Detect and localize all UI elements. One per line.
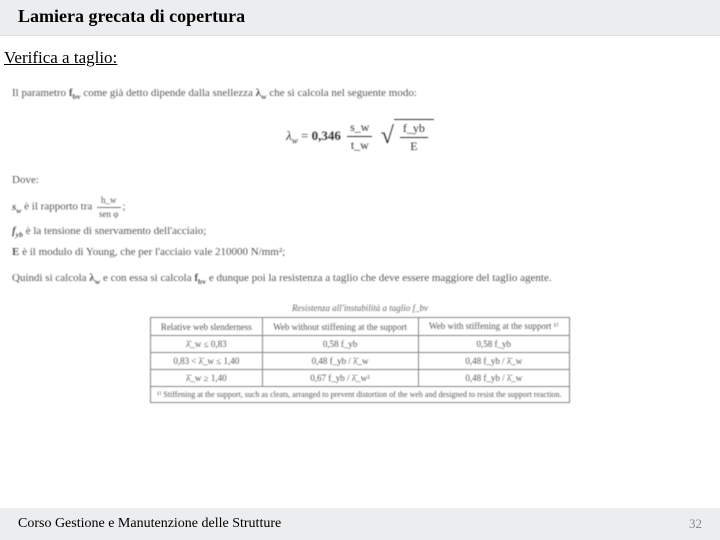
formula-lambda-w: λw = 0,346 s_w t_w √ f_yb E [12, 119, 708, 155]
course-name: Corso Gestione e Manutenzione delle Stru… [18, 516, 281, 532]
hw-den: sen φ [97, 208, 120, 221]
table-row: λ̄_w ≥ 1,40 0,67 f_yb / λ̄_w² 0,48 f_yb … [151, 370, 570, 387]
cell: 0,48 f_yb / λ̄_w [262, 353, 418, 370]
frac-den: t_w [347, 137, 372, 154]
def-sw: sw è il rapporto tra h_w sen φ ; [12, 194, 708, 220]
frac-num: s_w [347, 119, 372, 137]
cell: 0,48 f_yb / λ̄_w [418, 353, 569, 370]
th-no-stiff: Web without stiffening at the support [262, 318, 418, 336]
sqrt-num: f_yb [400, 120, 428, 138]
intro-line: Il parametro fbv come già detto dipende … [12, 86, 708, 103]
cell: 0,83 < λ̄_w ≤ 1,40 [151, 353, 263, 370]
dove-label: Dove: [12, 173, 708, 188]
section-subtitle: Verifica a taglio: [4, 48, 716, 68]
footer-bar: Corso Gestione e Manutenzione delle Stru… [0, 508, 720, 540]
def-fyb: fyb è la tensione di snervamento dell'ac… [12, 224, 708, 241]
sqrt-den: E [400, 138, 428, 155]
table-caption: Resistenza all'instabilità a taglio f_bv [4, 303, 716, 313]
content-area: Verifica a taglio: Il parametro fbv come… [0, 36, 720, 403]
table-row: 0,83 < λ̄_w ≤ 1,40 0,48 f_yb / λ̄_w 0,48… [151, 353, 570, 370]
title-bar: Lamiera grecata di copertura [0, 0, 720, 36]
page-title: Lamiera grecata di copertura [18, 6, 702, 27]
table-footnote-row: ¹⁾ Stiffening at the support, such as cl… [151, 387, 570, 403]
conclusion-text: Quindi si calcola λw e con essa si calco… [12, 271, 708, 288]
body-text: Il parametro fbv come già detto dipende … [4, 86, 716, 287]
cell: 0,58 f_yb [262, 336, 418, 353]
def-E: E è il modulo di Young, che per l'acciai… [12, 245, 708, 260]
table-footnote: ¹⁾ Stiffening at the support, such as cl… [151, 387, 570, 403]
frac-sw-tw: s_w t_w [347, 119, 372, 154]
cell: 0,67 f_yb / λ̄_w² [262, 370, 418, 387]
resistance-table: Relative web slenderness Web without sti… [150, 317, 570, 403]
hw-num: h_w [97, 194, 120, 208]
page-number: 32 [689, 516, 702, 532]
table-row: λ̄_w ≤ 0,83 0,58 f_yb 0,58 f_yb [151, 336, 570, 353]
table-header-row: Relative web slenderness Web without sti… [151, 318, 570, 336]
cell: 0,48 f_yb / λ̄_w [418, 370, 569, 387]
cell: λ̄_w ≤ 0,83 [151, 336, 263, 353]
th-slenderness: Relative web slenderness [151, 318, 263, 336]
frac-hw-senphi: h_w sen φ [97, 194, 120, 220]
cell: λ̄_w ≥ 1,40 [151, 370, 263, 387]
cell: 0,58 f_yb [418, 336, 569, 353]
sqrt-fyb-E: √ f_yb E [381, 119, 434, 155]
formula-coef: 0,346 [312, 128, 341, 143]
th-stiff: Web with stiffening at the support ¹⁾ [418, 318, 569, 336]
